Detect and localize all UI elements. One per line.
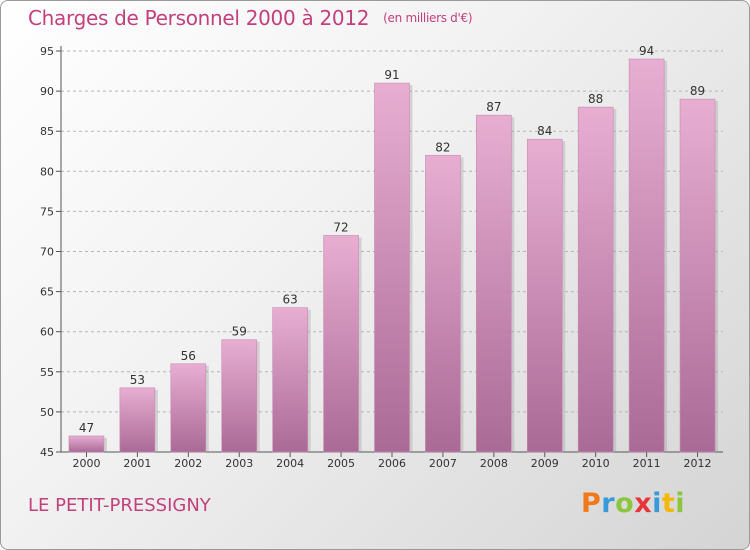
value-label: 47 (79, 421, 94, 435)
value-label: 87 (486, 100, 501, 114)
bars (68, 58, 719, 453)
x-tick-label: 2007 (429, 457, 457, 470)
value-label: 53 (130, 373, 145, 387)
value-label: 82 (435, 140, 450, 154)
value-label: 72 (333, 220, 348, 234)
chart-title-text: Charges de Personnel 2000 à 2012 (28, 6, 370, 30)
y-tick-label: 55 (40, 366, 54, 379)
bar-2003 (221, 339, 258, 453)
value-label: 89 (690, 84, 705, 98)
proxiti-logo: Proxiti (581, 488, 686, 519)
x-tick-label: 2010 (582, 457, 610, 470)
value-label: 91 (384, 68, 399, 82)
bar-2007 (425, 154, 461, 453)
y-tick-label: 95 (40, 45, 54, 58)
x-tick-label: 2001 (123, 457, 151, 470)
x-tick-label: 2000 (72, 457, 100, 470)
chart-title: Charges de Personnel 2000 à 2012 (en mill… (28, 6, 473, 30)
x-tick-label: 2006 (378, 457, 406, 470)
x-tick-label: 2011 (633, 457, 661, 470)
y-tick-label: 90 (40, 85, 54, 98)
bar-2000 (68, 435, 105, 453)
bar-2005 (323, 235, 359, 453)
x-tick-label: 2005 (327, 457, 355, 470)
y-tick-label: 60 (40, 326, 54, 339)
value-label: 63 (283, 293, 298, 307)
x-tick-label: 2003 (225, 457, 253, 470)
bar-2004 (272, 307, 308, 453)
value-label: 94 (639, 44, 654, 58)
bar-2002 (170, 363, 207, 453)
value-label: 56 (181, 349, 196, 363)
x-tick-label: 2008 (480, 457, 508, 470)
labels: 45 50 55 60 65 70 75 80 85 90 95 47 2000 53 2001 56 2002… (40, 44, 712, 470)
y-tick-label: 75 (40, 205, 54, 218)
value-label: 59 (232, 325, 247, 339)
x-tick-label: 2002 (174, 457, 202, 470)
y-tick-label: 65 (40, 286, 54, 299)
bar-2009 (526, 138, 563, 453)
bar-2008 (476, 114, 512, 453)
y-tick-label: 70 (40, 246, 54, 259)
x-tick-label: 2012 (684, 457, 712, 470)
bar-2001 (119, 387, 156, 453)
y-tick-label: 45 (40, 446, 54, 459)
bar-2006 (374, 82, 410, 453)
y-tick-label: 85 (40, 125, 54, 138)
bar-2010 (577, 106, 614, 453)
bar-2012 (679, 98, 716, 453)
commune-name: LE PETIT-PRESSIGNY (28, 495, 211, 516)
y-tick-label: 50 (40, 406, 54, 419)
chart-unit: (en milliers d'€) (383, 11, 473, 25)
value-label: 88 (588, 92, 603, 106)
x-tick-label: 2009 (531, 457, 559, 470)
value-label: 84 (537, 124, 552, 138)
x-tick-label: 2004 (276, 457, 304, 470)
bar-2011 (628, 58, 665, 453)
y-tick-label: 80 (40, 165, 54, 178)
